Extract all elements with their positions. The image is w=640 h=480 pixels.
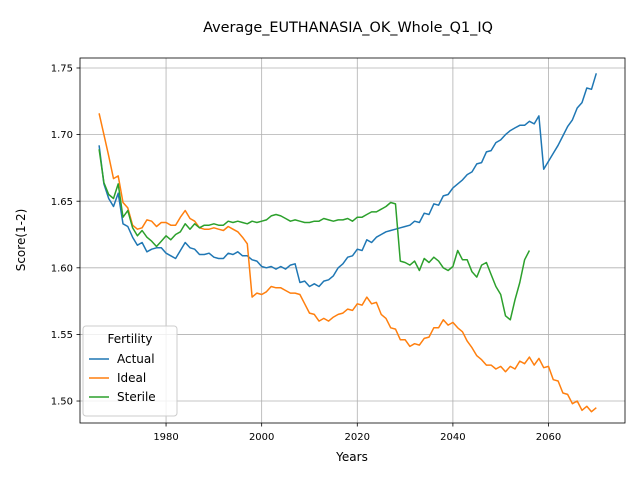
x-tick-label: 2060 [536, 432, 561, 443]
x-tick-label: 2040 [440, 432, 465, 443]
y-axis-ticks: 1.50 1.55 1.60 1.65 1.70 1.75 [51, 64, 80, 408]
series-lines [98, 73, 598, 413]
y-axis-label: Score(1-2) [14, 209, 28, 272]
legend-title: Fertility [107, 332, 152, 346]
x-tick-label: 1980 [153, 432, 178, 443]
x-tick-label: 2000 [249, 432, 274, 443]
plot-frame [79, 57, 626, 424]
y-tick-label: 1.75 [51, 64, 73, 75]
x-tick-label: 2020 [345, 432, 370, 443]
y-tick-label: 1.60 [51, 263, 73, 274]
legend: Fertility Actual Ideal Sterile [82, 325, 178, 417]
y-tick-label: 1.50 [51, 397, 73, 408]
series-line-ideal [98, 113, 597, 413]
y-tick-label: 1.55 [51, 330, 73, 341]
x-axis-ticks: 1980 2000 2020 2040 2060 [153, 423, 561, 443]
chart-title: Average_EUTHANASIA_OK_Whole_Q1_IQ [203, 20, 493, 36]
legend-box [82, 325, 178, 417]
legend-label-sterile: Sterile [117, 390, 156, 404]
y-tick-label: 1.65 [51, 197, 73, 208]
y-tick-label: 1.70 [51, 130, 73, 141]
legend-items: Actual Ideal Sterile [89, 352, 156, 404]
legend-label-ideal: Ideal [117, 371, 146, 385]
legend-label-actual: Actual [117, 352, 155, 366]
x-axis-label: Years [335, 450, 368, 464]
series-line-sterile [98, 149, 531, 321]
series-line-actual [98, 73, 598, 288]
